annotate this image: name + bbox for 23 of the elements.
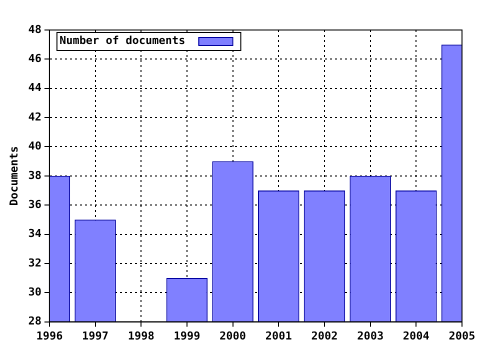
- x-tick-label: 2000: [220, 329, 246, 342]
- y-tick-label: 38: [28, 168, 42, 182]
- x-tick-label: 1996: [36, 329, 64, 342]
- x-tick-label: 1999: [174, 329, 200, 342]
- y-tick-label: 28: [28, 314, 42, 328]
- x-tick-label: 2005: [448, 329, 476, 342]
- x-tick-label: 2004: [402, 329, 430, 342]
- y-tick-label: 48: [28, 22, 42, 36]
- y-tick-label: 36: [28, 198, 42, 211]
- y-tick-label: 32: [28, 256, 42, 270]
- y-tick-label: 34: [28, 227, 42, 240]
- x-tick-label: 2002: [311, 329, 338, 342]
- x-tick-label: 2003: [357, 329, 384, 342]
- y-tick-label: 30: [28, 285, 42, 298]
- y-tick-label: 40: [28, 140, 42, 153]
- legend-label: Number of documents: [59, 34, 186, 47]
- x-tick-label: 1997: [82, 329, 109, 342]
- y-tick-label: 42: [28, 110, 42, 124]
- y-axis-title: Documents: [7, 146, 20, 206]
- x-tick-label: 1998: [128, 329, 154, 342]
- x-tick-label: 2001: [265, 329, 292, 342]
- y-tick-label: 44: [28, 81, 42, 94]
- y-tick-label: 46: [28, 52, 42, 66]
